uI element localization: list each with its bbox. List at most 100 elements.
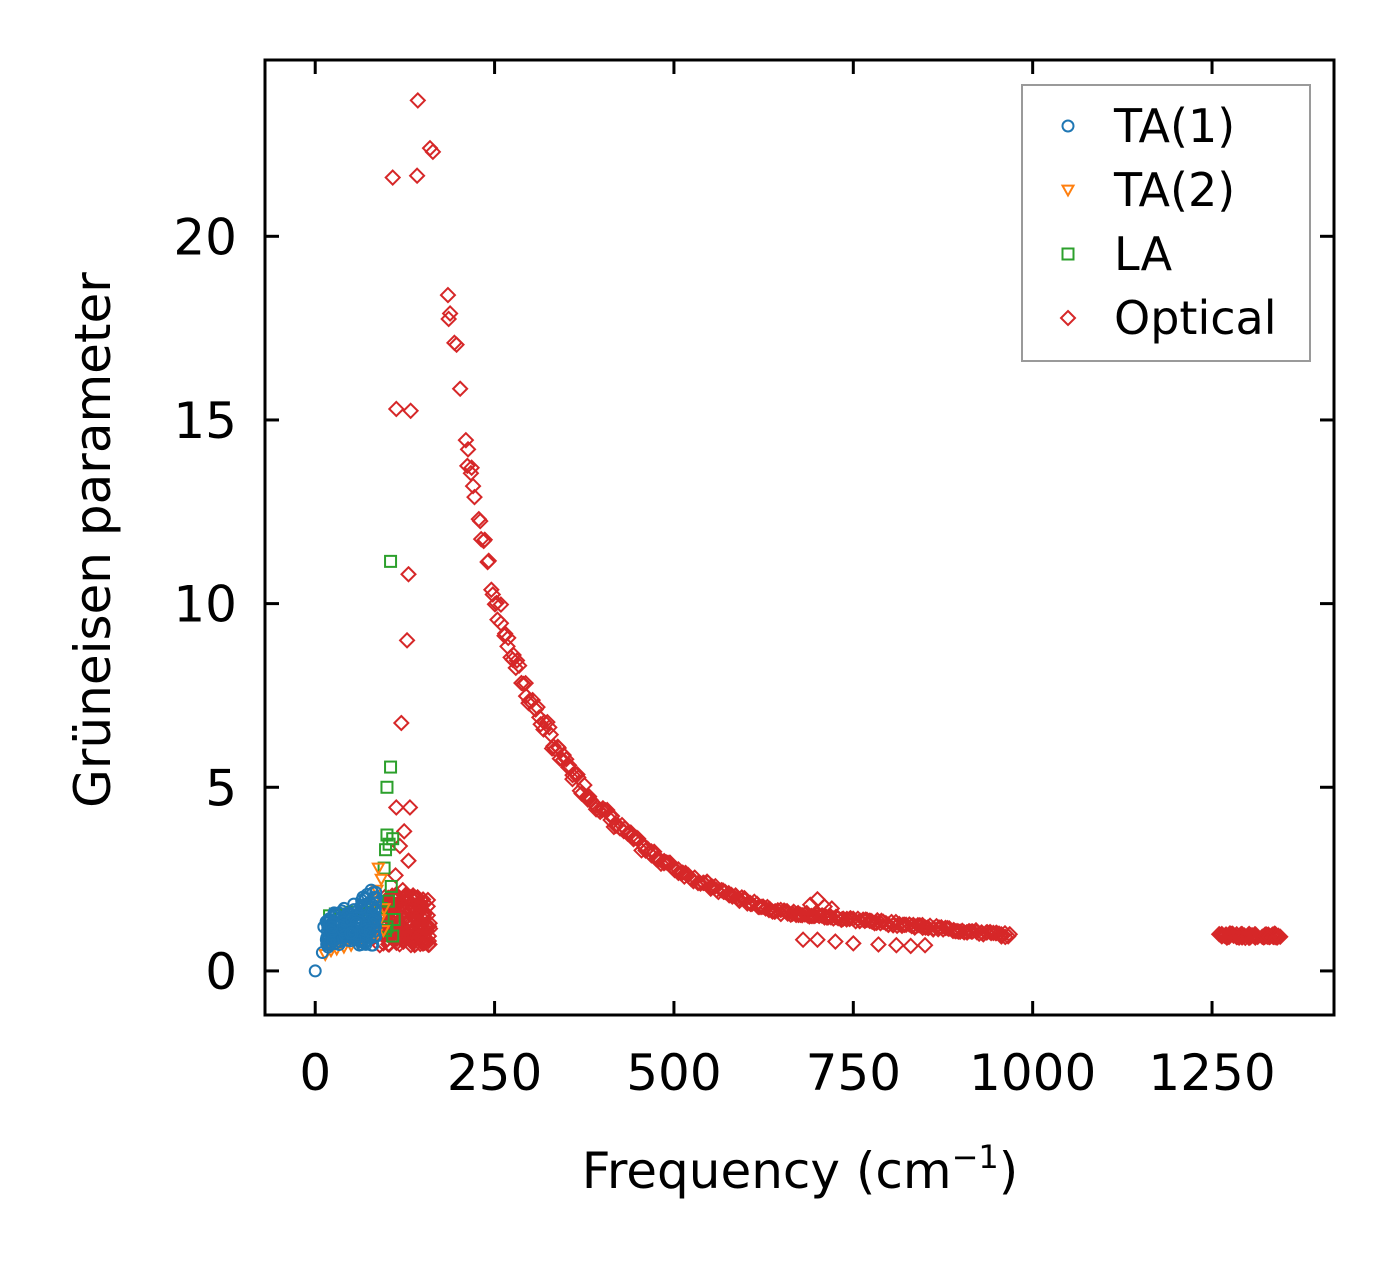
optical-branch-point — [993, 928, 1010, 945]
optical-high-band-point — [1264, 928, 1282, 946]
optical-cluster-point — [421, 935, 438, 953]
series-ta-1- — [308, 883, 383, 978]
tick-labels: 0 250 500 750 1000 1250 0 5 10 15 20 — [173, 208, 1275, 1102]
data-point — [308, 964, 322, 978]
optical-branch-point — [476, 531, 494, 549]
optical-branch-point — [538, 713, 556, 731]
optical-cluster-point — [408, 890, 426, 907]
optical-branch-point — [557, 750, 575, 768]
data-point — [421, 920, 439, 938]
optical-branch-point — [532, 715, 550, 733]
data-point — [470, 510, 488, 528]
data-point — [409, 91, 427, 109]
optical-cluster-point — [421, 914, 439, 932]
data-point — [380, 780, 394, 794]
data-point — [823, 900, 841, 917]
data-point — [384, 169, 402, 186]
optical-branch-point — [914, 919, 932, 937]
data-point — [424, 143, 442, 161]
x-axis-label-superscript: −1 — [952, 1138, 999, 1176]
optical-branch-point — [492, 596, 510, 613]
data-point — [458, 457, 476, 475]
optical-branch-point — [551, 750, 569, 768]
legend-label: LA — [1114, 227, 1173, 281]
optical-branch-point — [499, 629, 517, 647]
axis-ticks — [265, 60, 1334, 1015]
ta1-cluster-point — [354, 901, 368, 915]
optical-branch-point — [580, 788, 598, 805]
x-axis-label: Frequency (cm−1) — [582, 1138, 1019, 1200]
data-point — [386, 832, 400, 846]
optical-branch-point — [540, 719, 558, 736]
ta1-cluster-point — [369, 885, 383, 899]
y-tick-label: 10 — [173, 576, 237, 634]
data-point — [398, 631, 416, 649]
ta1-cluster-point — [363, 924, 377, 938]
legend-items: TA(1) TA(2) LA Optical — [1059, 99, 1276, 345]
data-point — [457, 431, 475, 449]
data-point — [794, 931, 812, 949]
y-tick-label: 20 — [173, 208, 237, 266]
x-tick-label: 0 — [299, 1044, 331, 1102]
optical-branch-point — [480, 552, 498, 570]
ta1-cluster-point — [343, 926, 357, 940]
ta1-cluster-point — [358, 923, 372, 937]
data-point — [916, 936, 934, 954]
data-point — [448, 336, 465, 354]
legend: TA(1) TA(2) LA Optical — [1021, 84, 1311, 362]
optical-cluster-point — [414, 891, 432, 908]
optical-branch-point — [488, 594, 505, 612]
data-point — [400, 565, 417, 583]
optical-branch-point — [482, 581, 500, 599]
data-point — [395, 822, 413, 840]
data-point — [439, 286, 457, 304]
optical-cluster-point — [417, 918, 435, 936]
data-point — [1253, 928, 1271, 946]
data-point — [396, 903, 414, 921]
legend-item-ta-2-: TA(2) — [1060, 163, 1235, 217]
x-tick-label: 1000 — [969, 1044, 1096, 1102]
data-point — [387, 400, 405, 418]
optical-branch-point — [897, 916, 915, 934]
y-tick-label: 0 — [205, 943, 237, 1001]
data-point — [405, 889, 423, 906]
optical-branch-point — [858, 911, 876, 929]
data-point — [809, 931, 826, 949]
data-point — [1271, 928, 1289, 946]
legend-item-optical: Optical — [1059, 291, 1276, 345]
plot-frame — [263, 58, 1336, 1017]
data-point — [387, 867, 404, 884]
y-tick-label: 15 — [173, 392, 237, 450]
x-axis-label-close: ) — [999, 1142, 1019, 1200]
y-tick-label: 5 — [205, 759, 237, 817]
data-point — [384, 760, 398, 774]
data-point — [870, 936, 887, 953]
data-point — [402, 402, 420, 420]
data-point — [387, 799, 405, 816]
legend-label: TA(1) — [1113, 99, 1235, 153]
optical-branch-point — [524, 691, 542, 709]
ta1-cluster-point — [325, 920, 339, 934]
data-point — [377, 861, 391, 875]
optical-branch-point — [555, 746, 573, 764]
data-point — [440, 310, 458, 328]
data-point — [374, 873, 389, 887]
optical-cluster-point — [419, 906, 437, 924]
optical-branch-point — [484, 586, 502, 603]
data-point — [826, 933, 844, 950]
data-point — [441, 305, 459, 322]
optical-branch-point — [569, 766, 586, 783]
data-point — [459, 440, 477, 458]
data-point — [844, 934, 862, 952]
legend-marker-icon — [1061, 119, 1075, 133]
legend-marker-icon — [1060, 184, 1076, 198]
legend-item-ta-1-: TA(1) — [1061, 99, 1235, 153]
data-point — [410, 927, 428, 945]
data-point — [463, 459, 481, 477]
ta1-cluster-point — [322, 936, 336, 950]
legend-marker-icon — [1059, 309, 1077, 327]
optical-high-band-point — [1243, 927, 1261, 945]
data-point — [403, 923, 421, 941]
optical-branch-point — [529, 698, 546, 716]
